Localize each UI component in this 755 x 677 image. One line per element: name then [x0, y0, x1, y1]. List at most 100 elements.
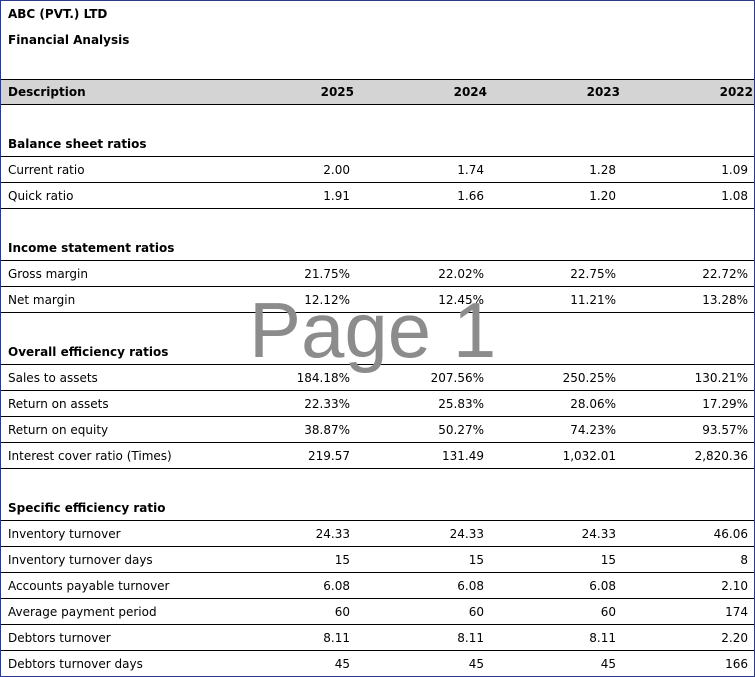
row-value-2023: 8.11 [589, 630, 616, 645]
section-heading: Balance sheet ratios [1, 131, 754, 157]
row-value-2023: 45 [600, 657, 616, 671]
section-title: Specific efficiency ratio [8, 500, 166, 515]
table-row: Debtors turnover days 45 45 45 166 [1, 651, 754, 677]
section-heading: Overall efficiency ratios [1, 339, 754, 365]
table-header-row: Description 2025 2024 2023 2022 [1, 79, 754, 105]
row-label: Sales to assets [8, 370, 98, 385]
table-row: Inventory turnover 24.33 24.33 24.33 46.… [1, 521, 754, 547]
row-value-2023: 15 [600, 552, 616, 567]
row-label: Debtors turnover days [8, 657, 143, 671]
row-value-2022: 1.08 [721, 188, 748, 203]
row-value-2024: 12.45% [438, 292, 484, 307]
table-row: Return on assets 22.33% 25.83% 28.06% 17… [1, 391, 754, 417]
section-title: Overall efficiency ratios [8, 344, 169, 359]
row-value-2024: 1.66 [457, 188, 484, 203]
row-value-2025: 2.00 [323, 162, 350, 177]
row-value-2022: 1.09 [721, 162, 748, 177]
row-value-2024: 1.74 [457, 162, 484, 177]
row-value-2022: 2.10 [721, 578, 748, 593]
section-title: Balance sheet ratios [8, 136, 147, 151]
row-label: Average payment period [8, 604, 157, 619]
header-year-3: 2023 [586, 85, 620, 99]
table-row: Average payment period 60 60 60 174 [1, 599, 754, 625]
row-value-2023: 1.28 [589, 162, 616, 177]
row-value-2025: 45 [334, 657, 350, 671]
company-name: ABC (PVT.) LTD [8, 7, 108, 21]
row-value-2022: 93.57% [702, 422, 748, 437]
row-label: Debtors turnover [8, 630, 111, 645]
row-value-2022: 2.20 [721, 630, 748, 645]
row-value-2024: 60 [468, 604, 484, 619]
row-value-2023: 74.23% [570, 422, 616, 437]
row-value-2024: 131.49 [442, 448, 484, 463]
row-value-2025: 60 [334, 604, 350, 619]
row-value-2024: 22.02% [438, 266, 484, 281]
row-value-2022: 166 [725, 657, 748, 671]
header-year-2: 2024 [453, 85, 487, 99]
row-value-2025: 1.91 [323, 188, 350, 203]
table-row: Net margin 12.12% 12.45% 11.21% 13.28% [1, 287, 754, 313]
row-value-2024: 25.83% [438, 396, 484, 411]
header-description: Description [8, 85, 86, 99]
row-value-2025: 184.18% [296, 370, 350, 385]
row-label: Return on assets [8, 396, 109, 411]
section-title: Income statement ratios [8, 240, 175, 255]
row-value-2024: 6.08 [457, 578, 484, 593]
table-row: Inventory turnover days 15 15 15 8 [1, 547, 754, 573]
row-value-2024: 50.27% [438, 422, 484, 437]
row-label: Inventory turnover [8, 526, 121, 541]
row-value-2025: 38.87% [304, 422, 350, 437]
row-value-2022: 2,820.36 [694, 448, 748, 463]
row-value-2024: 45 [468, 657, 484, 671]
section-heading: Income statement ratios [1, 235, 754, 261]
row-value-2023: 60 [600, 604, 616, 619]
row-value-2025: 24.33 [315, 526, 350, 541]
table-row: Debtors turnover 8.11 8.11 8.11 2.20 [1, 625, 754, 651]
row-label: Accounts payable turnover [8, 578, 170, 593]
row-value-2025: 219.57 [308, 448, 350, 463]
table-row: Current ratio 2.00 1.74 1.28 1.09 [1, 157, 754, 183]
row-label: Return on equity [8, 422, 109, 437]
row-value-2023: 24.33 [581, 526, 616, 541]
row-value-2022: 13.28% [702, 292, 748, 307]
table-row: Quick ratio 1.91 1.66 1.20 1.08 [1, 183, 754, 209]
row-label: Gross margin [8, 266, 88, 281]
row-value-2024: 207.56% [430, 370, 484, 385]
row-value-2025: 15 [334, 552, 350, 567]
row-label: Quick ratio [8, 188, 74, 203]
table-row: Sales to assets 184.18% 207.56% 250.25% … [1, 365, 754, 391]
header-year-1: 2025 [320, 85, 354, 99]
row-value-2023: 11.21% [570, 292, 616, 307]
table-row: Gross margin 21.75% 22.02% 22.75% 22.72% [1, 261, 754, 287]
row-value-2025: 21.75% [304, 266, 350, 281]
row-label: Interest cover ratio (Times) [8, 448, 172, 463]
table-row: Return on equity 38.87% 50.27% 74.23% 93… [1, 417, 754, 443]
row-value-2024: 15 [468, 552, 484, 567]
row-value-2023: 28.06% [570, 396, 616, 411]
row-value-2023: 250.25% [562, 370, 616, 385]
row-value-2023: 1.20 [589, 188, 616, 203]
header-year-4: 2022 [719, 85, 753, 99]
table-row: Interest cover ratio (Times) 219.57 131.… [1, 443, 754, 469]
row-value-2023: 6.08 [589, 578, 616, 593]
report-title: Financial Analysis [8, 33, 130, 47]
row-value-2024: 8.11 [457, 630, 484, 645]
row-value-2025: 6.08 [323, 578, 350, 593]
table-row: Accounts payable turnover 6.08 6.08 6.08… [1, 573, 754, 599]
row-value-2022: 46.06 [713, 526, 748, 541]
row-value-2024: 24.33 [449, 526, 484, 541]
row-value-2022: 130.21% [694, 370, 748, 385]
row-value-2022: 22.72% [702, 266, 748, 281]
row-value-2022: 8 [740, 552, 748, 567]
row-value-2025: 12.12% [304, 292, 350, 307]
row-label: Current ratio [8, 162, 85, 177]
row-value-2025: 8.11 [323, 630, 350, 645]
row-value-2022: 174 [725, 604, 748, 619]
row-value-2022: 17.29% [702, 396, 748, 411]
row-label: Inventory turnover days [8, 552, 153, 567]
row-value-2023: 1,032.01 [562, 448, 616, 463]
row-label: Net margin [8, 292, 76, 307]
section-heading: Specific efficiency ratio [1, 495, 754, 521]
row-value-2025: 22.33% [304, 396, 350, 411]
